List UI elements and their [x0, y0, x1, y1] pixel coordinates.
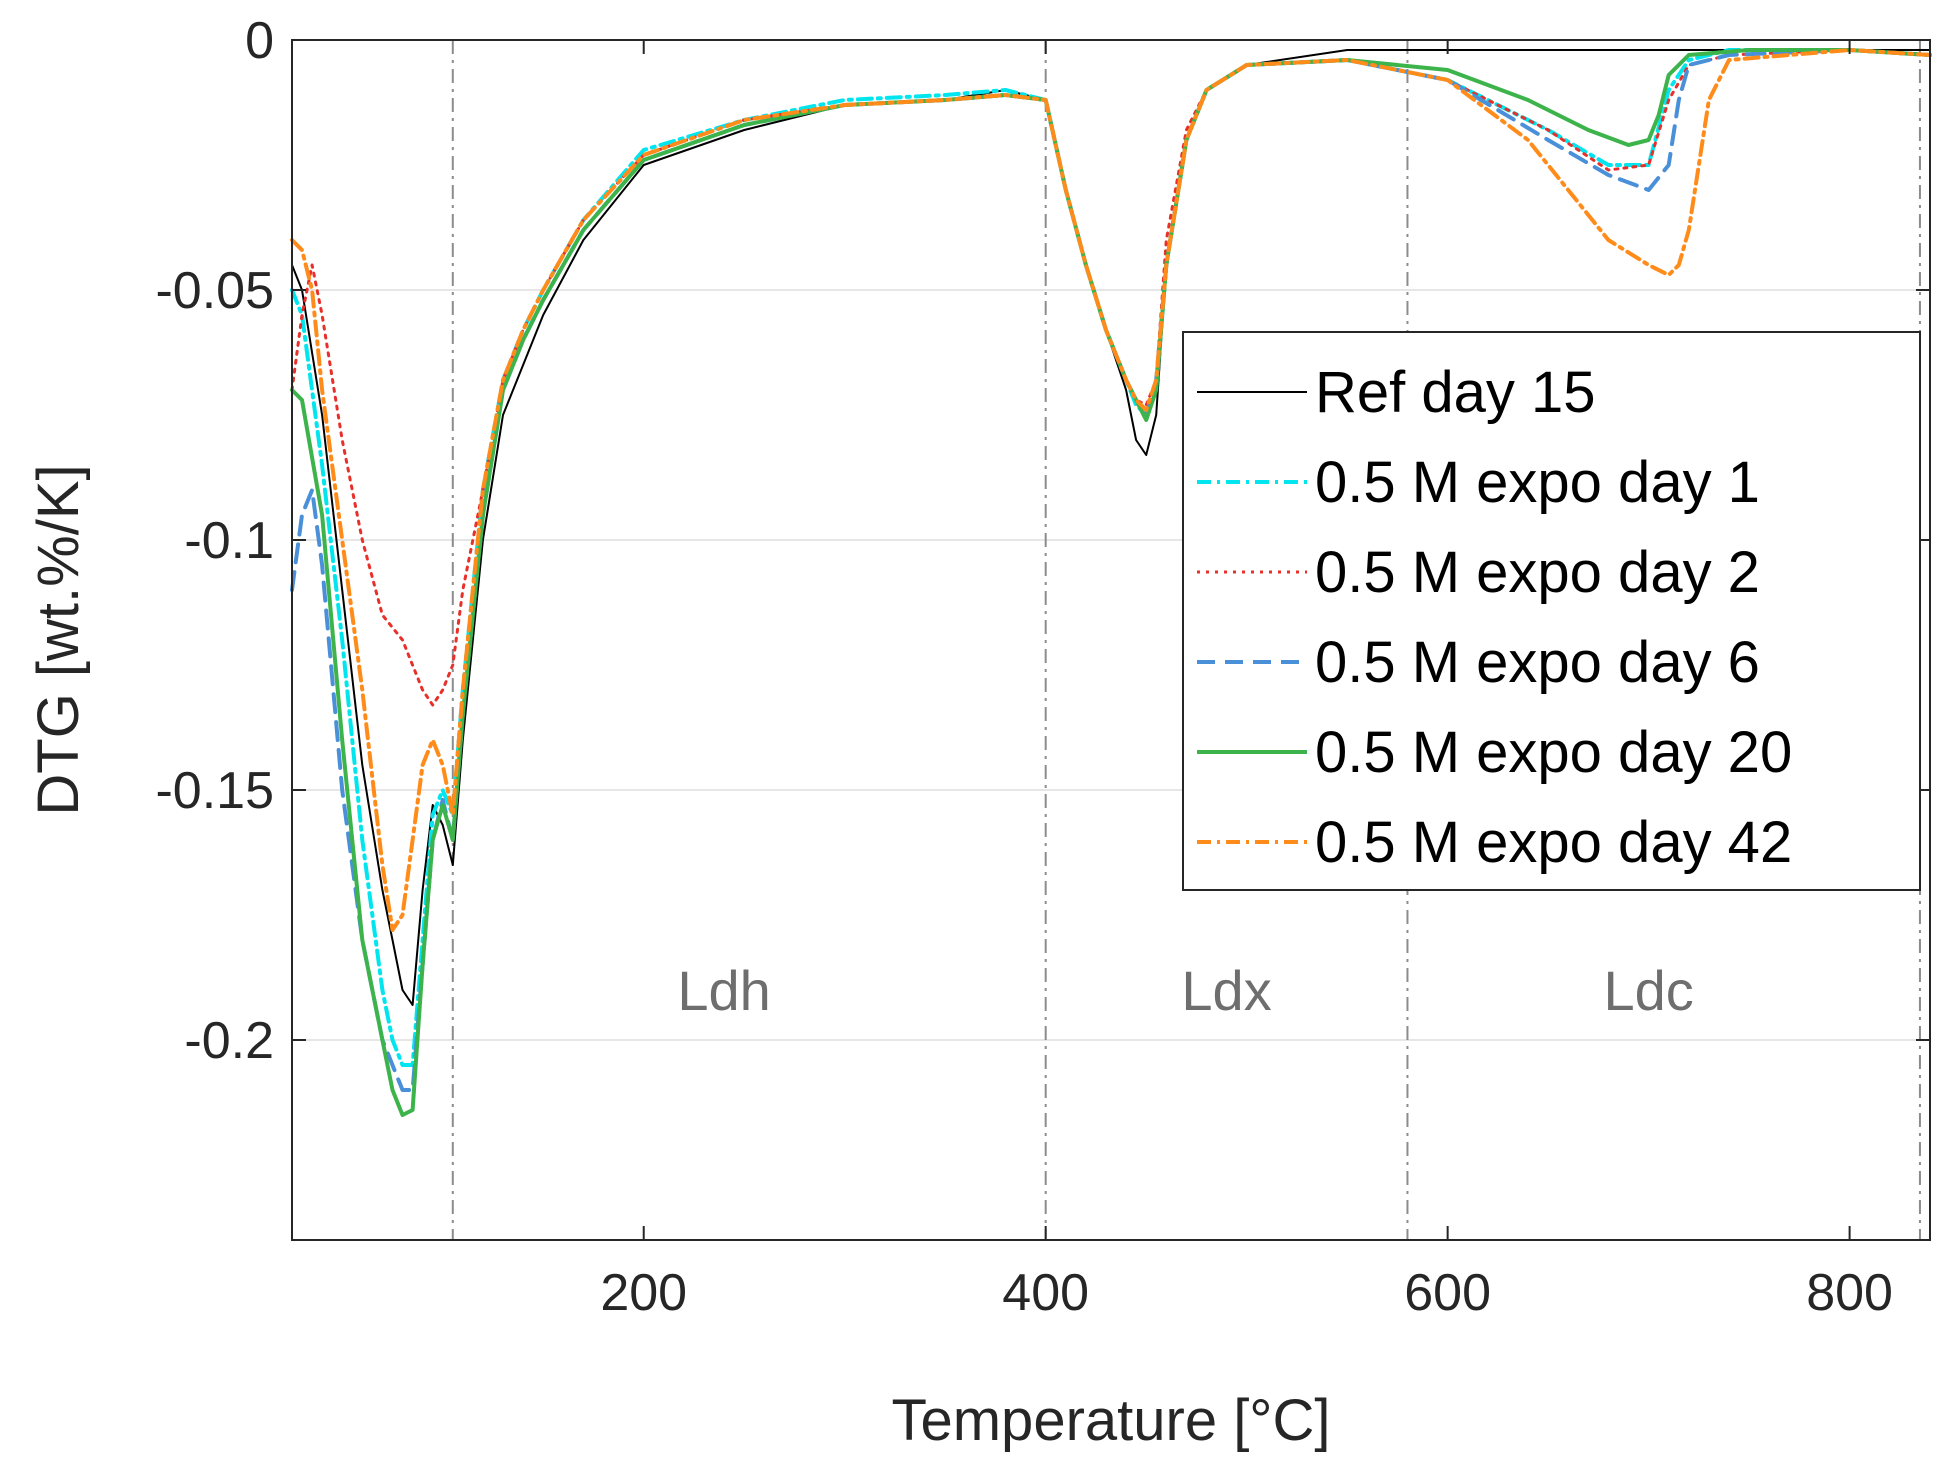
x-tick-label: 400 [1002, 1264, 1089, 1322]
y-tick-label: -0.15 [155, 762, 274, 820]
region-label: Ldc [1603, 959, 1693, 1022]
series-line-3 [290, 48, 1932, 1092]
legend-label: Ref day 15 [1315, 360, 1596, 425]
x-tick-label: 600 [1404, 1264, 1491, 1322]
plot-area-frame [291, 39, 1931, 1241]
y-tick-label: -0.2 [184, 1012, 274, 1070]
y-axis-title: DTG [wt.%/K] [26, 464, 91, 815]
region-labels: Ldh Ldx Ldc [677, 959, 1693, 1022]
legend: Ref day 15 0.5 M expo day 1 0.5 M expo day… [1182, 331, 1921, 891]
y-tick-label: -0.1 [184, 512, 274, 570]
x-axis-title: Temperature [°C] [891, 1388, 1330, 1453]
y-tick-label: -0.05 [155, 262, 274, 320]
axis-ticks: 200 400 600 800 0 -0.05 -0.1 -0.15 -0.2 [155, 12, 1930, 1322]
legend-label: 0.5 M expo day 1 [1315, 450, 1760, 515]
legend-label: 0.5 M expo day 2 [1315, 540, 1760, 605]
y-tick-label: 0 [245, 12, 274, 70]
series-line-5 [290, 48, 1932, 932]
x-tick-label: 200 [600, 1264, 687, 1322]
legend-label: 0.5 M expo day 6 [1315, 630, 1760, 695]
region-label: Ldh [677, 959, 770, 1022]
legend-box [1182, 331, 1921, 891]
legend-label: 0.5 M expo day 42 [1315, 810, 1792, 875]
x-tick-label: 800 [1806, 1264, 1893, 1322]
legend-label: 0.5 M expo day 20 [1315, 720, 1792, 785]
region-label: Ldx [1181, 959, 1271, 1022]
data-series [290, 48, 1932, 1117]
